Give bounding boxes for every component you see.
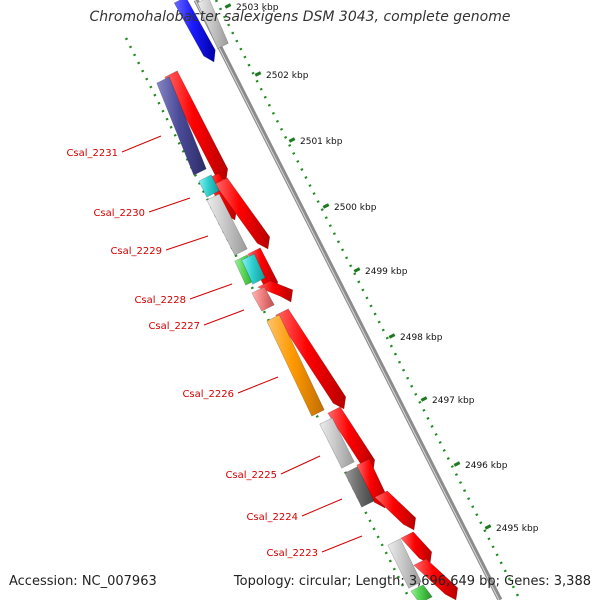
reverse-gene-bar <box>410 584 433 600</box>
scale-tick-label: 2501 kbp <box>300 137 343 147</box>
forward-gene-arrow <box>374 490 417 531</box>
gene-label[interactable]: Csal_2224 <box>246 512 298 523</box>
accession-text: Accession: NC_007963 <box>9 574 157 589</box>
scale-tick <box>288 137 296 143</box>
genome-backbone-highlight <box>194 0 500 600</box>
forward-gene-arrow <box>214 177 271 250</box>
genome-backbone-line <box>193 0 503 600</box>
scale-tick-label: 2497 kbp <box>432 396 475 406</box>
gene-label-leader <box>148 197 191 213</box>
reverse-gene-bar <box>344 466 375 508</box>
gene-label-leader <box>301 498 343 517</box>
reverse-gene-bar <box>198 174 220 198</box>
gene-label-leader <box>321 535 363 553</box>
gene-label-leader <box>237 376 279 394</box>
gene-label-leader <box>121 135 162 153</box>
reverse-gene-bar <box>251 286 275 312</box>
gene-label-leader <box>203 309 245 326</box>
reverse-gene-bar <box>266 314 325 417</box>
scale-tick-label: 2499 kbp <box>365 267 408 277</box>
gene-label[interactable]: Csal_2225 <box>225 470 277 481</box>
scale-tick <box>322 203 330 209</box>
topology-text: Topology: circular; Length: 3,696,649 bp… <box>233 574 591 589</box>
gene-label[interactable]: Csal_2230 <box>93 208 145 219</box>
gene-label-leader <box>165 235 209 251</box>
scale-tick-label: 2495 kbp <box>496 524 539 534</box>
scale-tick <box>453 461 461 467</box>
gene-label[interactable]: Csal_2231 <box>66 148 118 159</box>
forward-gene-arrow <box>413 558 459 600</box>
scale-tick <box>484 524 492 530</box>
reverse-gene-bar <box>241 253 266 285</box>
scale-tick-label: 2500 kbp <box>334 203 377 213</box>
scale-tick <box>353 267 361 273</box>
gene-label-leader <box>280 455 321 475</box>
forward-gene-arrow <box>197 0 229 50</box>
gene-label[interactable]: Csal_2223 <box>266 548 318 559</box>
gene-label[interactable]: Csal_2228 <box>134 295 186 306</box>
forward-gene-arrow <box>173 0 216 63</box>
reverse-gene-bar <box>156 76 207 176</box>
scale-tick-label: 2498 kbp <box>400 333 443 343</box>
page-title: Chromohalobacter salexigens DSM 3043, co… <box>89 9 511 25</box>
reverse-gene-bar <box>319 417 355 469</box>
gene-label-leader <box>189 283 233 300</box>
scale-tick-label: 2503 kbp <box>236 3 279 13</box>
scale-tick-label: 2502 kbp <box>266 71 309 81</box>
scale-tick-label: 2496 kbp <box>465 461 508 471</box>
gene-label[interactable]: Csal_2226 <box>182 389 234 400</box>
forward-gene-arrow <box>275 308 347 410</box>
reverse-gene-bar <box>206 193 248 256</box>
reverse-gene-bar <box>387 538 422 589</box>
gene-label[interactable]: Csal_2227 <box>148 321 200 332</box>
scale-tick <box>420 396 428 402</box>
gene-label[interactable]: Csal_2229 <box>110 246 162 257</box>
scale-tick <box>254 71 262 77</box>
forward-gene-arrow <box>257 280 294 303</box>
scale-tick <box>388 333 396 339</box>
scale-tick <box>224 3 232 9</box>
